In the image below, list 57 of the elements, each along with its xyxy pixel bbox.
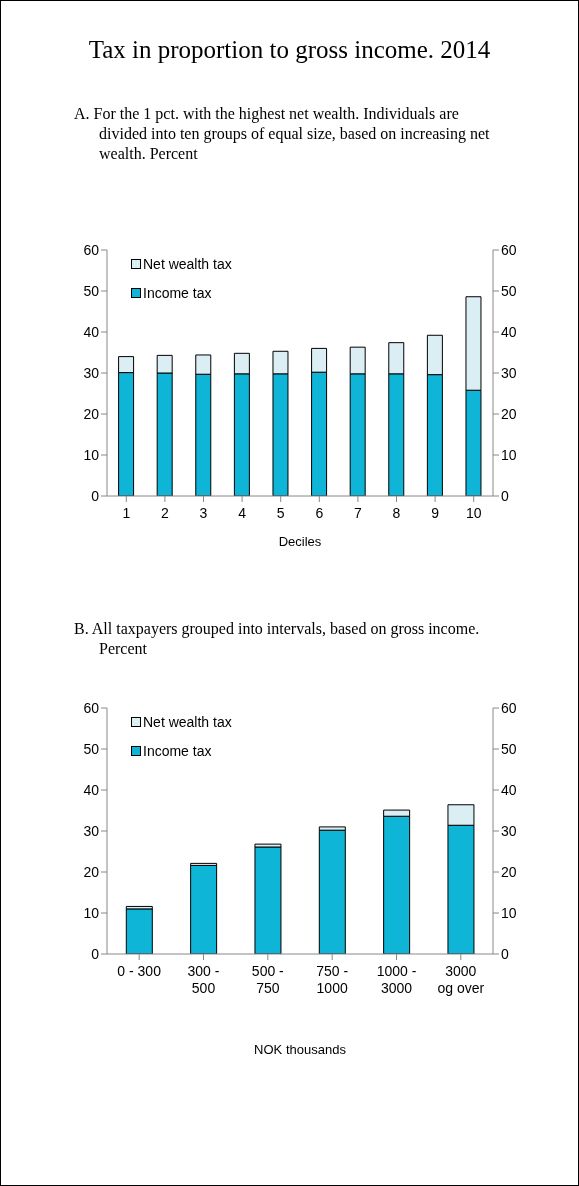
y2-tick-label: 10: [501, 904, 517, 921]
y2-tick-label: 60: [501, 241, 517, 258]
x-tick-label: 4: [238, 505, 247, 521]
y2-tick-label: 60: [501, 699, 517, 716]
y2-tick-label: 20: [501, 405, 517, 422]
x-tick-label: 2: [161, 505, 169, 521]
chart-title: Tax in proportion to gross income. 2014: [87, 35, 492, 65]
legend-label: Income tax: [143, 285, 212, 301]
y-tick-label: 20: [83, 863, 100, 880]
y-tick-label: 60: [83, 699, 100, 716]
x-tick-label: 0 - 300: [117, 963, 162, 979]
y-tick-label: 0: [91, 945, 100, 962]
y2-tick-label: 30: [501, 822, 517, 839]
x-axis-title: Deciles: [278, 534, 322, 549]
chart-subtitle: A. For the 1 pct. with the highest net wealth. Individuals are divided into ten groups of equal size, based on increasing net wealth. Percent: [74, 104, 491, 164]
y2-tick-label: 50: [501, 740, 517, 757]
bar: [318, 829, 346, 954]
x-tick-label: 9: [431, 505, 440, 521]
x-tick-label: 8: [392, 505, 401, 521]
x-tick-label: 6: [315, 505, 324, 521]
chart-subtitle: B. All taxpayers grouped into intervals, based on gross income. Percent: [74, 619, 481, 659]
x-tick-label: 7: [354, 505, 362, 521]
y2-tick-label: 40: [501, 781, 517, 798]
x-tick-label: 5: [276, 505, 285, 521]
y-tick-label: 30: [83, 364, 100, 381]
y-tick-label: 30: [83, 822, 100, 839]
x-axis-title: NOK thousands: [254, 1042, 347, 1057]
y2-tick-label: 10: [501, 446, 517, 463]
legend-label: Income tax: [143, 743, 212, 759]
bar: [190, 864, 218, 954]
x-tick-label: 3000 og over: [437, 963, 485, 996]
y-tick-label: 20: [83, 405, 100, 422]
y-tick-label: 10: [83, 904, 100, 921]
legend-label: Net wealth tax: [143, 714, 232, 730]
x-tick-label: 1000 - 3000: [376, 963, 417, 996]
x-tick-label: 3: [199, 505, 208, 521]
y2-tick-label: 20: [501, 863, 517, 880]
y2-tick-label: 0: [501, 945, 509, 962]
x-tick-label: 300 - 500: [187, 963, 220, 996]
y2-tick-label: 0: [501, 487, 509, 504]
y-tick-label: 10: [83, 446, 100, 463]
y2-tick-label: 30: [501, 364, 517, 381]
legend-label: Net wealth tax: [143, 256, 232, 272]
y-tick-label: 50: [83, 282, 100, 299]
x-tick-label: 750 - 1000: [316, 963, 349, 996]
x-tick-label: 10: [465, 505, 482, 521]
bar: [254, 846, 282, 954]
y-tick-label: 40: [83, 323, 100, 340]
y-tick-label: 50: [83, 740, 100, 757]
y-tick-label: 0: [91, 487, 100, 504]
x-tick-label: 500 - 750: [251, 963, 285, 996]
x-tick-label: 1: [122, 505, 131, 521]
y-tick-label: 60: [83, 241, 100, 258]
y-tick-label: 40: [83, 781, 100, 798]
y2-tick-label: 50: [501, 282, 517, 299]
bar: [125, 908, 153, 954]
y2-tick-label: 40: [501, 323, 517, 340]
